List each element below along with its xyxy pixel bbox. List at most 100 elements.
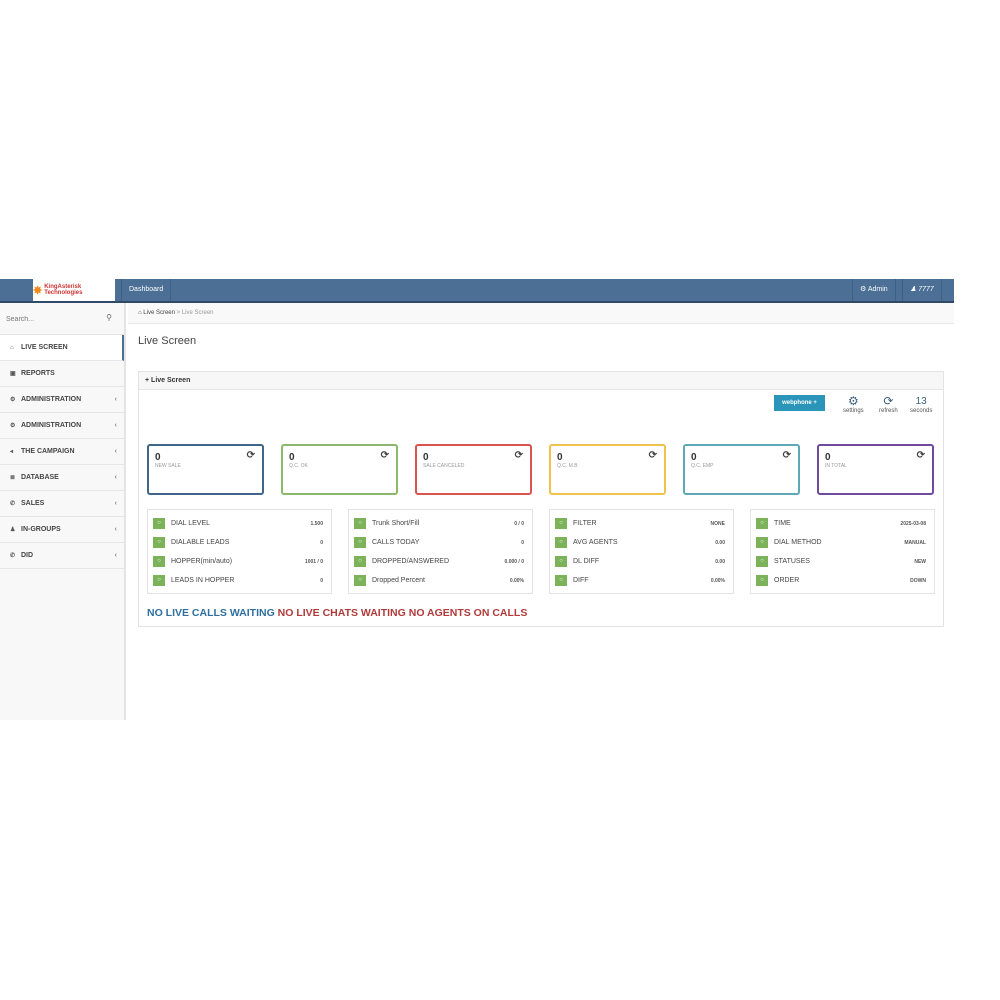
user-label: 7777: [918, 286, 934, 293]
refresh-icon[interactable]: ⟳: [916, 450, 925, 461]
info-row: ○ Dropped Percent 0.00%: [354, 571, 524, 590]
sidebar-item-label: DID: [21, 552, 34, 559]
refresh-button[interactable]: ⟳ refresh: [879, 394, 898, 415]
gear-icon: ⚙: [847, 394, 859, 408]
stat-value: 0: [423, 452, 429, 463]
logo-text: KingAsterisk Technologies: [44, 284, 83, 296]
info-value: DOWN: [910, 577, 926, 584]
user-menu[interactable]: ♟ 7777: [902, 279, 942, 301]
sidebar-item-label: THE CAMPAIGN: [21, 448, 75, 455]
stat-value: 0: [155, 452, 161, 463]
dashboard-link[interactable]: Dashboard: [121, 279, 172, 301]
stat-card: 0 SALE CANCELED ⟳: [415, 444, 532, 495]
stat-card: 0 Q.C. M.B ⟳: [549, 444, 666, 495]
circle-icon: ○: [756, 537, 768, 548]
refresh-icon[interactable]: ⟳: [246, 450, 255, 461]
refresh-countdown: 13 seconds: [910, 395, 932, 414]
panel-header[interactable]: + Live Screen: [139, 372, 943, 390]
sidebar-item-administration[interactable]: ⚙ ADMINISTRATION ‹: [0, 413, 124, 439]
info-row: ○ TIME 2025-03-08: [756, 514, 926, 533]
refresh-icon: ⟳: [883, 394, 894, 408]
refresh-icon[interactable]: ⟳: [648, 450, 657, 461]
refresh-icon[interactable]: ⟳: [380, 450, 389, 461]
home-icon: ⌂: [10, 344, 14, 351]
info-box: ○ Trunk Short/Fill 0 / 0 ○ CALLS TODAY 0 ○ DROP…: [348, 509, 533, 594]
info-row: ○ FILTER NONE: [555, 514, 725, 533]
breadcrumb-home[interactable]: Live Screen: [143, 310, 175, 316]
sidebar-item-label: ADMINISTRATION: [21, 422, 82, 429]
logo-star-icon: ✸: [33, 284, 43, 297]
stat-label: Q.C. OK: [289, 463, 308, 469]
info-label: ORDER: [774, 577, 800, 584]
info-box: ○ TIME 2025-03-08 ○ DIAL METHOD MANUAL ○ STATUS…: [750, 509, 935, 594]
calls-waiting-status: NO LIVE CALLS WAITING: [147, 607, 275, 619]
info-label: TIME: [774, 520, 791, 527]
seconds-value: 13: [915, 396, 927, 407]
settings-label: settings: [843, 408, 864, 414]
webphone-button[interactable]: webphone +: [774, 395, 825, 411]
info-label: FILTER: [573, 520, 597, 527]
info-label: DIAL LEVEL: [171, 520, 211, 527]
stat-card: 0 IN TOTAL ⟳: [817, 444, 934, 495]
chevron-left-icon: ‹: [114, 396, 117, 403]
stat-value: 0: [691, 452, 697, 463]
chats-waiting-status: NO LIVE CHATS WAITING: [277, 607, 406, 619]
info-label: HOPPER(min/auto): [171, 558, 233, 565]
info-box: ○ DIAL LEVEL 1.500 ○ DIALABLE LEADS 0 ○ HOPPER(…: [147, 509, 332, 594]
circle-icon: ○: [555, 518, 567, 529]
info-value: 1.500: [310, 520, 323, 527]
stat-value: 0: [825, 452, 831, 463]
sidebar-item-label: ADMINISTRATION: [21, 396, 82, 403]
sidebar-item-administration[interactable]: ⚙ ADMINISTRATION ‹: [0, 387, 124, 413]
sidebar-search: ⚲: [0, 303, 124, 335]
circle-icon: ○: [153, 575, 165, 586]
info-value: 0: [320, 577, 323, 584]
breadcrumb-current: Live Screen: [181, 310, 214, 316]
stat-label: Q.C. EMP: [691, 463, 714, 469]
circle-icon: ○: [756, 575, 768, 586]
stat-card: 0 Q.C. OK ⟳: [281, 444, 398, 495]
circle-icon: ○: [555, 537, 567, 548]
info-row: ○ LEADS IN HOPPER 0: [153, 571, 323, 590]
sidebar-item-database[interactable]: ≣ DATABASE ‹: [0, 465, 124, 491]
info-row: ○ ORDER DOWN: [756, 571, 926, 590]
settings-button[interactable]: ⚙ settings: [843, 394, 864, 415]
logo[interactable]: ✸ KingAsterisk Technologies: [33, 279, 115, 301]
sidebar-nav: ⌂ LIVE SCREEN ▣ REPORTS ⚙ ADMINISTRATION ‹ ⚙ ADM…: [0, 335, 124, 569]
agents-on-calls-status: NO AGENTS ON CALLS: [408, 607, 528, 619]
info-value: 0 / 0: [514, 520, 524, 527]
info-value: MANUAL: [904, 539, 926, 546]
circle-icon: ○: [354, 556, 366, 567]
sidebar-item-sales[interactable]: ✆ SALES ‹: [0, 491, 124, 517]
admin-menu[interactable]: ⚙ Admin: [852, 279, 896, 301]
admin-label: Admin: [867, 286, 888, 293]
chevron-left-icon: ‹: [114, 474, 117, 481]
refresh-icon[interactable]: ⟳: [514, 450, 523, 461]
info-value: 0.00: [715, 558, 725, 565]
circle-icon: ○: [153, 537, 165, 548]
stat-value: 0: [557, 452, 563, 463]
live-screen-panel: + Live Screen webphone + ⚙ settings ⟳ refr…: [138, 371, 944, 627]
cogs-icon: ⚙: [860, 286, 868, 293]
search-icon[interactable]: ⚲: [106, 313, 112, 322]
home-icon: ⌂: [138, 310, 144, 316]
info-row: ○ HOPPER(min/auto) 1001 / 0: [153, 552, 323, 571]
refresh-icon[interactable]: ⟳: [782, 450, 791, 461]
sidebar-item-the-campaign[interactable]: ◂ THE CAMPAIGN ‹: [0, 439, 124, 465]
image-icon: ▣: [10, 371, 16, 377]
phone-icon: ✆: [10, 501, 16, 507]
sidebar-item-did[interactable]: ✆ DID ‹: [0, 543, 124, 569]
stat-label: Q.C. M.B: [557, 463, 578, 469]
sidebar-item-live-screen[interactable]: ⌂ LIVE SCREEN: [0, 335, 124, 361]
menu-toggle-icon[interactable]: ≡: [100, 283, 106, 294]
info-value: 0.00%: [710, 577, 725, 584]
seconds-label: seconds: [910, 408, 933, 414]
gear-icon: ⚙: [10, 423, 16, 429]
sidebar-item-in-groups[interactable]: ♟ IN-GROUPS ‹: [0, 517, 124, 543]
info-label: AVG AGENTS: [573, 539, 618, 546]
panel-title: Live Screen: [151, 377, 191, 384]
info-row: ○ CALLS TODAY 0: [354, 533, 524, 552]
search-input[interactable]: [6, 311, 118, 327]
info-value: NONE: [710, 520, 725, 527]
sidebar-item-reports[interactable]: ▣ REPORTS: [0, 361, 124, 387]
